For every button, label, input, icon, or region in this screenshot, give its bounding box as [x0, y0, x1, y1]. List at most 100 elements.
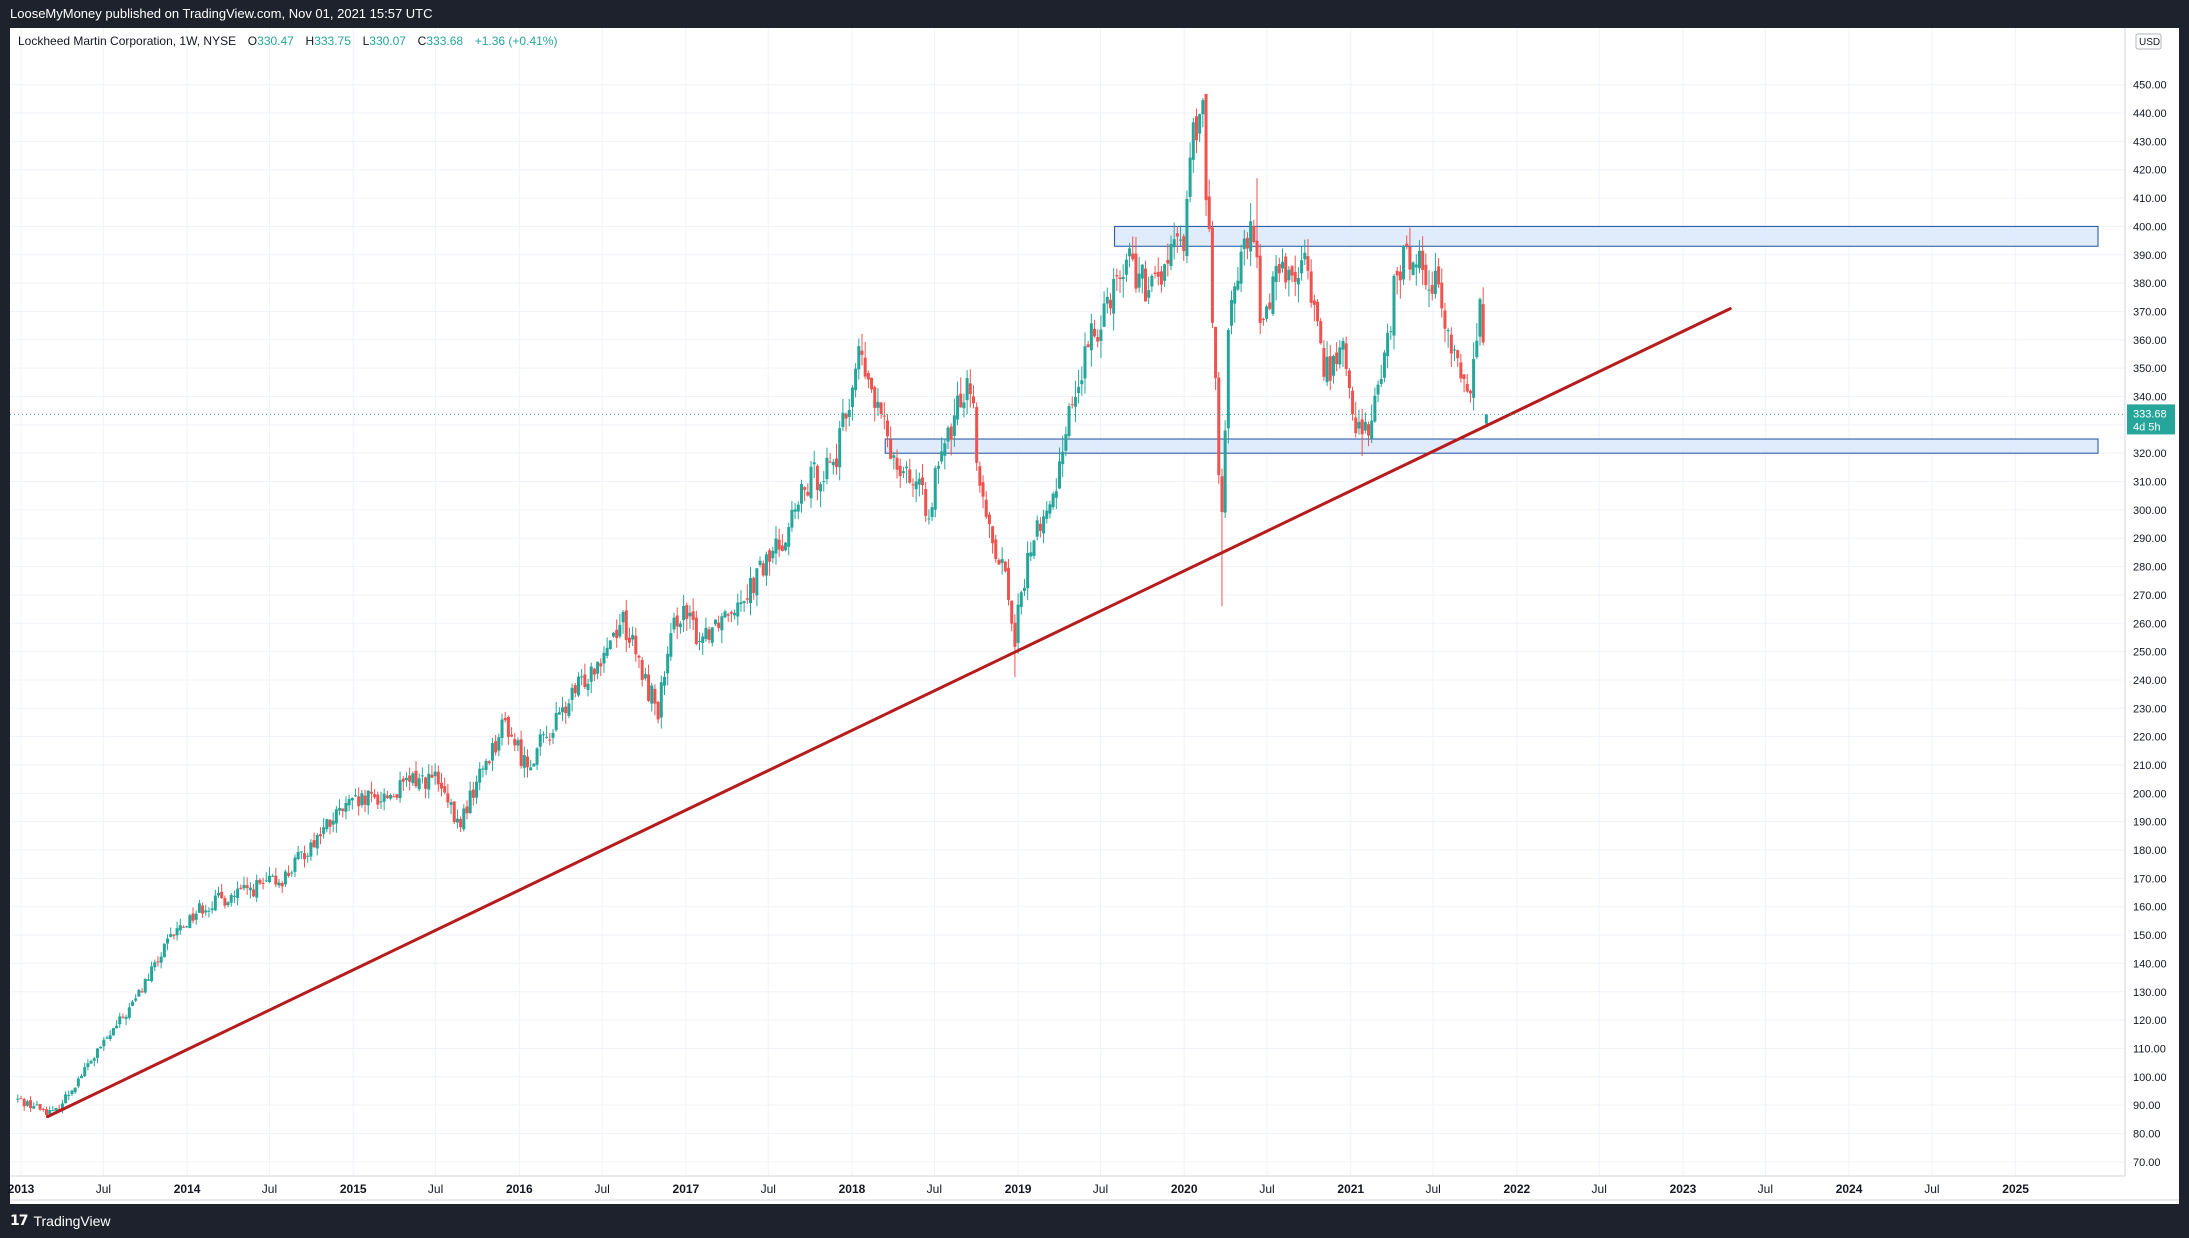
down-candle: [599, 658, 603, 677]
candle-body: [1325, 356, 1329, 383]
up-candle: [1035, 515, 1039, 541]
candle-body: [691, 611, 695, 620]
candle-body: [835, 458, 839, 468]
up-candle: [1325, 341, 1329, 387]
candle-body: [994, 539, 998, 560]
currency-badge: [2135, 33, 2162, 50]
candle-body: [178, 925, 182, 931]
up-candle: [541, 731, 545, 743]
time-tick-label: Jul: [428, 1182, 443, 1196]
candle-body: [624, 610, 628, 640]
candle-body: [373, 794, 377, 798]
up-candle: [561, 696, 565, 722]
down-candle: [777, 528, 781, 558]
candle-body: [946, 427, 950, 442]
down-candle: [768, 548, 772, 576]
candle-body: [669, 633, 673, 657]
up-candle: [290, 870, 294, 877]
candle-body: [1440, 282, 1444, 309]
candle-body: [140, 991, 144, 993]
candle-body: [784, 542, 788, 551]
down-candle: [1347, 368, 1351, 399]
candle-body: [226, 902, 230, 906]
down-candle: [1443, 302, 1447, 343]
down-candle: [634, 627, 638, 662]
up-candle: [927, 509, 931, 525]
candle-body: [1185, 198, 1189, 257]
up-candle: [1029, 541, 1033, 561]
up-candle: [1080, 366, 1084, 396]
candle-body: [232, 895, 236, 897]
candle-body: [252, 889, 256, 897]
candle-body: [962, 402, 966, 409]
down-candle: [220, 883, 224, 899]
price-tick-label: 290.00: [2133, 533, 2167, 545]
down-candle: [647, 664, 651, 703]
candle-body: [1468, 390, 1472, 394]
down-candle: [1210, 220, 1214, 329]
up-candle: [322, 817, 326, 839]
candle-body: [879, 402, 883, 414]
candle-body: [51, 1110, 55, 1112]
price-tick-label: 400.00: [2133, 221, 2167, 233]
candle-body: [516, 740, 520, 746]
candle-body: [733, 612, 737, 616]
up-candle: [580, 668, 584, 686]
candle-body: [1035, 520, 1039, 537]
candle-body: [1300, 260, 1304, 274]
up-candle: [25, 1099, 29, 1107]
candle-body: [1239, 251, 1243, 284]
down-candle: [1093, 319, 1097, 338]
down-candle: [1405, 235, 1409, 250]
up-candle: [115, 1020, 119, 1029]
up-candle: [784, 541, 788, 552]
candle-body: [822, 481, 826, 483]
symbol-name[interactable]: Lockheed Martin Corporation, 1W, NYSE: [18, 34, 237, 48]
up-candle: [404, 772, 408, 787]
candle-body: [1379, 379, 1383, 384]
up-candle: [92, 1056, 96, 1067]
candle-body: [306, 855, 310, 857]
candle-body: [1351, 390, 1355, 415]
down-candle: [312, 832, 316, 848]
down-candle: [1166, 243, 1170, 277]
candle-body: [121, 1016, 125, 1018]
candle-body: [682, 605, 686, 621]
candle-body: [1303, 252, 1307, 260]
candle-body: [217, 892, 221, 896]
candle-body: [1245, 237, 1249, 249]
down-candle: [1306, 239, 1310, 280]
up-candle: [1357, 409, 1361, 435]
candle-body: [360, 793, 364, 806]
candle-body: [554, 713, 558, 731]
candle-body: [656, 701, 660, 720]
down-candle: [1156, 257, 1160, 286]
up-candle: [532, 763, 536, 767]
down-candle: [261, 877, 265, 890]
up-candle: [831, 459, 835, 475]
candle-body: [1465, 383, 1469, 392]
candle-body: [427, 773, 431, 790]
down-candle: [513, 732, 517, 752]
tradingview-brand[interactable]: 𝟭𝟳 TradingView: [10, 1204, 111, 1238]
candle-body: [637, 655, 641, 658]
down-candle: [1003, 560, 1007, 573]
up-candle: [1124, 253, 1128, 282]
candle-body: [1338, 347, 1342, 365]
up-candle: [739, 590, 743, 612]
candle-body: [475, 781, 479, 798]
candle-body: [204, 910, 208, 913]
price-tick-label: 70.00: [2133, 1157, 2161, 1169]
candle-body: [889, 439, 893, 459]
down-candle: [564, 701, 568, 724]
candle-body: [1042, 516, 1046, 534]
candle-body: [659, 682, 663, 718]
price-chart[interactable]: 70.00 80.00 90.00 100.00 110.00 120.00 130.00 1…: [0, 0, 2189, 1204]
candle-body: [1347, 370, 1351, 389]
down-candle: [452, 801, 456, 825]
candle-body: [1099, 329, 1103, 341]
chart-frame[interactable]: [10, 28, 2179, 1204]
down-candle: [691, 598, 695, 630]
candle-body: [1312, 300, 1316, 305]
time-tick-label: Jul: [1758, 1182, 1773, 1196]
